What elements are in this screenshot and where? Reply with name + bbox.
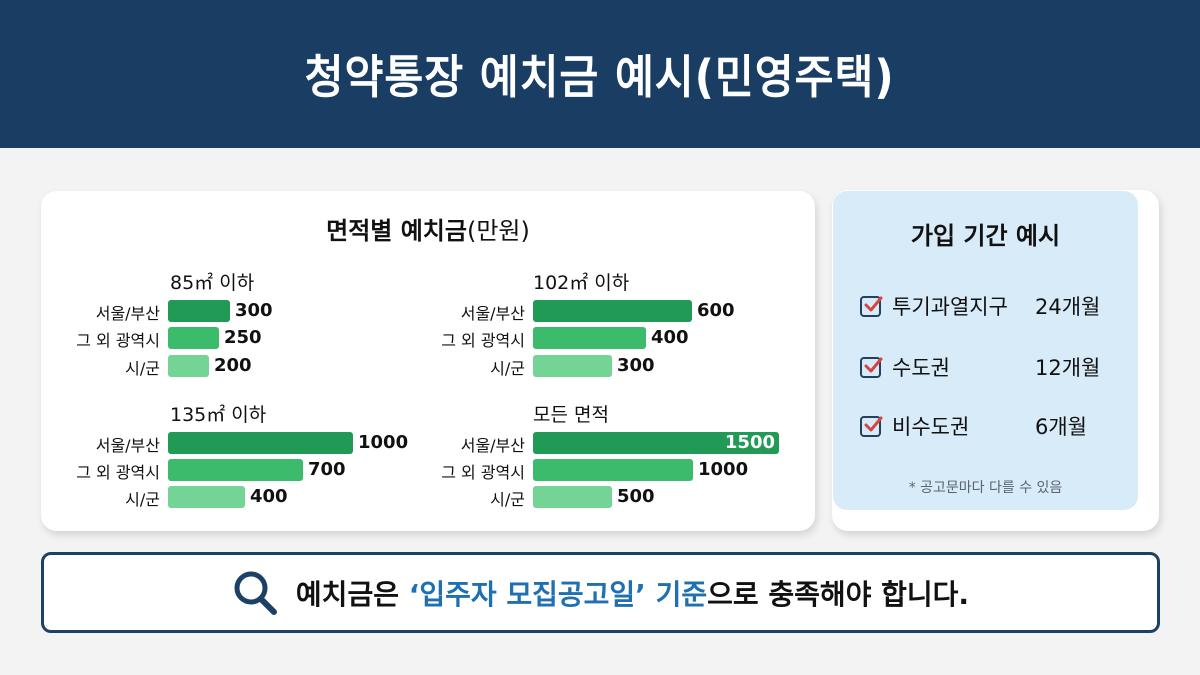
- deposit-card-title-text: 면적별 예치금: [326, 217, 467, 245]
- row-label: 시/군: [490, 490, 525, 509]
- bar-value: 300: [235, 300, 273, 321]
- notice-text-before: 예치금은: [295, 577, 409, 611]
- bar-value: 600: [697, 300, 735, 321]
- bar-other-metro: [168, 327, 219, 349]
- row-label: 그 외 광역시: [76, 463, 160, 482]
- bar-value: 200: [214, 355, 252, 376]
- bar-value: 500: [617, 486, 655, 507]
- checkbox-checked-icon: [860, 295, 883, 317]
- bar-seoul-busan: [533, 432, 779, 454]
- checkbox-checked-icon: [860, 415, 883, 437]
- deposit-card-unit: (만원): [466, 217, 530, 245]
- bar-value: 1000: [358, 432, 409, 453]
- period-item-non-capital: 비수도권 6개월: [860, 414, 1087, 439]
- bar-other-metro: [533, 459, 693, 481]
- bar-city-county: [533, 355, 612, 377]
- bar-other-metro: [168, 459, 303, 481]
- bar-seoul-busan: [168, 432, 353, 454]
- period-footnote: * 공고문마다 다를 수 있음: [908, 480, 1063, 496]
- checkbox-checked-icon: [860, 356, 883, 378]
- row-label: 서울/부산: [460, 436, 525, 455]
- section-title: 모든 면적: [533, 404, 609, 426]
- notice-highlight: ‘입주자 모집공고일’ 기준: [408, 577, 708, 611]
- period-card-title: 가입 기간 예시: [910, 222, 1061, 250]
- row-label: 그 외 광역시: [76, 331, 160, 350]
- row-label: 서울/부산: [95, 304, 160, 323]
- row-label: 서울/부산: [95, 436, 160, 455]
- period-region: 비수도권: [892, 415, 970, 439]
- period-item-capital: 수도권 12개월: [860, 355, 1100, 380]
- period-region: 투기과열지구: [892, 295, 1008, 319]
- bar-city-county: [533, 486, 612, 508]
- period-region: 수도권: [892, 356, 950, 380]
- period-item-overheated: 투기과열지구 24개월: [860, 294, 1100, 319]
- header-banner: 청약통장 예치금 예시(민영주택): [0, 0, 1200, 148]
- search-icon: [234, 571, 277, 615]
- page-title: 청약통장 예치금 예시(민영주택): [305, 50, 895, 104]
- bar-seoul-busan: [533, 300, 692, 322]
- bar-value: 1500: [724, 432, 775, 453]
- row-label: 그 외 광역시: [441, 463, 525, 482]
- bar-value: 300: [617, 355, 655, 376]
- period-value: 12개월: [1035, 356, 1101, 380]
- notice-text: 예치금은 ‘입주자 모집공고일’ 기준으로 충족해야 합니다.: [296, 573, 969, 613]
- bar-value: 400: [651, 327, 689, 348]
- notice-bar: 예치금은 ‘입주자 모집공고일’ 기준으로 충족해야 합니다.: [41, 552, 1160, 633]
- period-card-panel: [833, 191, 1138, 510]
- period-value: 24개월: [1035, 295, 1101, 319]
- bar-other-metro: [533, 327, 646, 349]
- bar-value: 250: [224, 327, 262, 348]
- row-label: 시/군: [125, 359, 160, 378]
- section-title: 102㎡ 이하: [533, 272, 630, 294]
- notice-text-after: 으로 충족해야 합니다.: [707, 577, 970, 611]
- bar-city-county: [168, 355, 209, 377]
- row-label: 그 외 광역시: [441, 331, 525, 350]
- section-title: 135㎡ 이하: [170, 404, 267, 426]
- period-value: 6개월: [1035, 415, 1088, 439]
- row-label: 서울/부산: [460, 304, 525, 323]
- bar-seoul-busan: [168, 300, 230, 322]
- bar-value: 1000: [698, 459, 749, 480]
- bar-value: 400: [250, 486, 288, 507]
- bar-city-county: [168, 486, 245, 508]
- row-label: 시/군: [125, 490, 160, 509]
- bar-value: 700: [308, 459, 346, 480]
- deposit-card-title: 면적별 예치금(만원): [41, 211, 815, 246]
- section-title: 85㎡ 이하: [170, 272, 255, 294]
- row-label: 시/군: [490, 359, 525, 378]
